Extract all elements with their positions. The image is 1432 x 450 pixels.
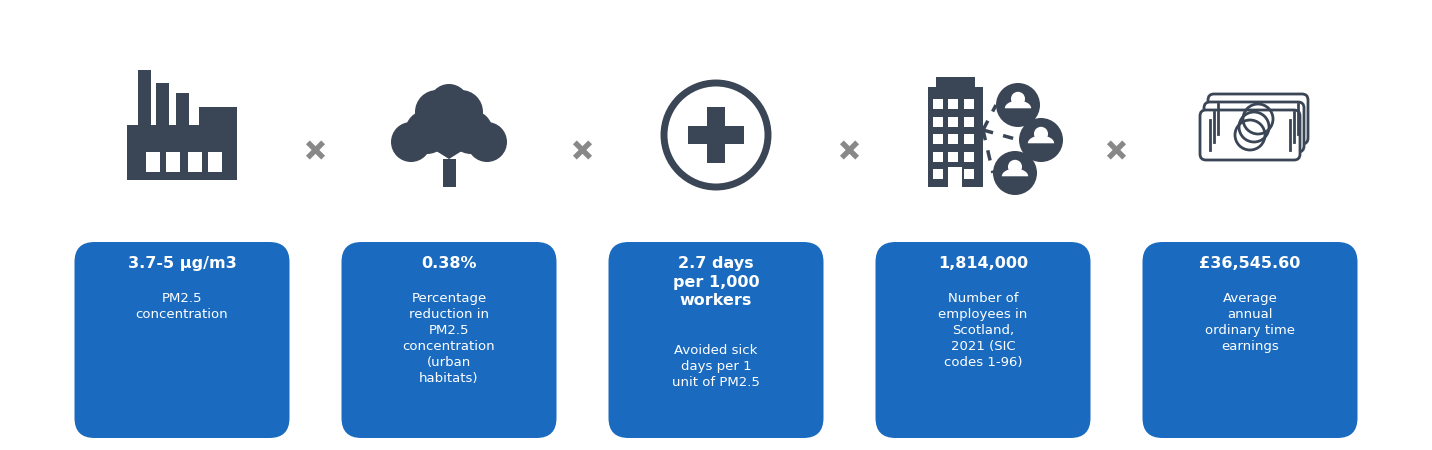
Polygon shape (166, 152, 180, 172)
Polygon shape (934, 117, 944, 126)
FancyBboxPatch shape (1143, 242, 1358, 438)
Polygon shape (964, 117, 974, 126)
Polygon shape (306, 140, 325, 160)
Circle shape (1034, 127, 1048, 141)
Text: 3.7-5 μg/m3: 3.7-5 μg/m3 (127, 256, 236, 271)
Polygon shape (447, 134, 484, 159)
Text: Number of
employees in
Scotland,
2021 (SIC
codes 1-96): Number of employees in Scotland, 2021 (S… (938, 292, 1028, 369)
Polygon shape (934, 169, 944, 179)
Circle shape (421, 98, 477, 154)
Circle shape (1008, 160, 1022, 174)
Text: 0.38%: 0.38% (421, 256, 477, 271)
Polygon shape (948, 169, 958, 179)
Polygon shape (306, 140, 325, 160)
Polygon shape (199, 107, 238, 125)
Polygon shape (934, 99, 944, 109)
Circle shape (391, 122, 431, 162)
FancyBboxPatch shape (341, 242, 557, 438)
FancyBboxPatch shape (609, 242, 823, 438)
Circle shape (440, 90, 483, 134)
Polygon shape (948, 117, 958, 126)
Polygon shape (948, 152, 958, 162)
Polygon shape (414, 134, 451, 159)
Polygon shape (208, 152, 222, 172)
Text: £36,545.60: £36,545.60 (1200, 256, 1300, 271)
Polygon shape (573, 140, 591, 160)
Text: PM2.5
concentration: PM2.5 concentration (136, 292, 228, 321)
FancyBboxPatch shape (875, 242, 1091, 438)
Text: Average
annual
ordinary time
earnings: Average annual ordinary time earnings (1204, 292, 1295, 353)
Polygon shape (948, 134, 958, 144)
Polygon shape (948, 99, 958, 109)
Text: 1,814,000: 1,814,000 (938, 256, 1028, 271)
Polygon shape (1107, 140, 1126, 160)
Polygon shape (1005, 101, 1031, 108)
Circle shape (467, 122, 507, 162)
Circle shape (415, 90, 460, 134)
Polygon shape (137, 70, 150, 125)
Polygon shape (156, 83, 169, 125)
Polygon shape (127, 125, 238, 180)
Circle shape (430, 84, 470, 124)
Polygon shape (176, 93, 189, 125)
Polygon shape (841, 140, 859, 160)
Text: Avoided sick
days per 1
unit of PM2.5: Avoided sick days per 1 unit of PM2.5 (672, 344, 760, 389)
Circle shape (1020, 118, 1063, 162)
Polygon shape (964, 152, 974, 162)
Circle shape (450, 110, 493, 154)
Polygon shape (934, 152, 944, 162)
Polygon shape (146, 152, 160, 172)
FancyBboxPatch shape (1204, 102, 1305, 152)
FancyBboxPatch shape (1200, 110, 1300, 160)
Polygon shape (948, 167, 962, 187)
Circle shape (997, 83, 1040, 127)
Polygon shape (934, 134, 944, 144)
Polygon shape (1002, 169, 1028, 176)
Circle shape (405, 110, 450, 154)
Polygon shape (687, 126, 745, 144)
Polygon shape (937, 77, 975, 87)
FancyBboxPatch shape (74, 242, 289, 438)
Polygon shape (964, 99, 974, 109)
Polygon shape (928, 87, 982, 187)
Polygon shape (188, 152, 202, 172)
Polygon shape (964, 169, 974, 179)
Polygon shape (442, 159, 455, 187)
Polygon shape (1107, 140, 1126, 160)
Polygon shape (573, 140, 591, 160)
Circle shape (992, 151, 1037, 195)
FancyBboxPatch shape (1209, 94, 1307, 144)
Circle shape (1011, 92, 1025, 106)
Polygon shape (707, 107, 725, 163)
Text: 2.7 days
per 1,000
workers: 2.7 days per 1,000 workers (673, 256, 759, 308)
Text: Percentage
reduction in
PM2.5
concentration
(urban
habitats): Percentage reduction in PM2.5 concentrat… (402, 292, 495, 385)
Polygon shape (1028, 135, 1054, 143)
Polygon shape (964, 134, 974, 144)
Polygon shape (841, 140, 859, 160)
